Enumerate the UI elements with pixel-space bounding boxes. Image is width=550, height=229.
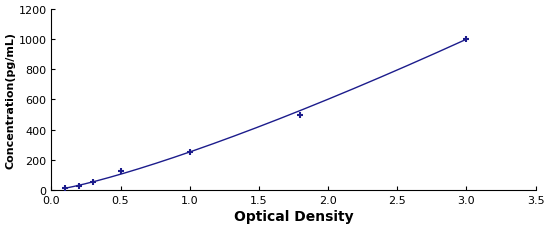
X-axis label: Optical Density: Optical Density: [234, 210, 353, 224]
Y-axis label: Concentration(pg/mL): Concentration(pg/mL): [6, 32, 15, 168]
